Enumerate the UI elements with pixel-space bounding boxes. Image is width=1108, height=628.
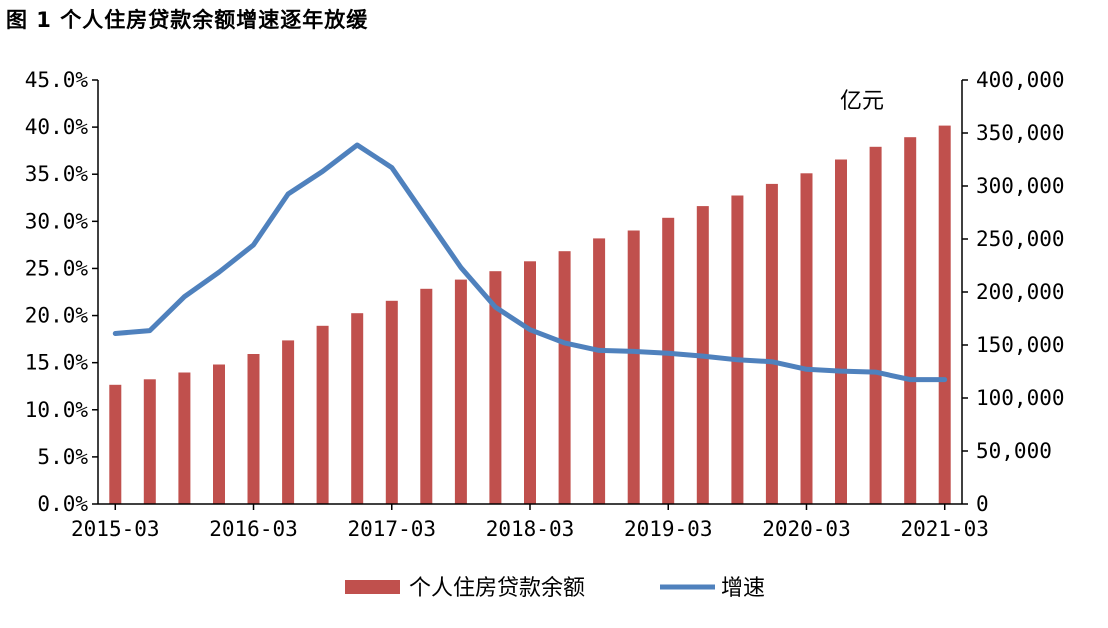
bar xyxy=(662,217,675,505)
bar-series xyxy=(109,125,951,505)
right-axis-unit-label: 亿元 xyxy=(840,89,884,114)
x-tick-label: 2019-03 xyxy=(624,517,713,541)
bar xyxy=(558,251,571,504)
left-tick-label: 20.0% xyxy=(25,304,89,328)
right-tick-label: 300,000 xyxy=(976,174,1065,198)
bar xyxy=(213,364,225,504)
x-axis-ticks: 2015-03 2016-03 2017-03 2018-03 2019-03 2020-… xyxy=(71,504,989,541)
right-tick-label: 350,000 xyxy=(976,121,1065,145)
bar xyxy=(247,354,260,504)
right-tick-label: 0 xyxy=(976,492,989,516)
bar xyxy=(385,300,398,504)
bar xyxy=(178,372,191,504)
bar xyxy=(316,325,329,504)
bar xyxy=(800,173,813,505)
right-tick-label: 50,000 xyxy=(976,439,1052,463)
right-tick-label: 400,000 xyxy=(976,68,1065,92)
left-tick-label: 0.0% xyxy=(37,492,88,516)
bar xyxy=(143,379,156,504)
bar xyxy=(835,159,847,504)
chart-title: 图 1 个人住房贷款余额增速逐年放缓 xyxy=(6,8,369,32)
x-tick-label: 2017-03 xyxy=(348,517,437,541)
x-tick-label: 2020-03 xyxy=(762,517,851,541)
left-tick-label: 25.0% xyxy=(25,256,89,280)
right-tick-label: 100,000 xyxy=(976,386,1065,410)
x-tick-label: 2016-03 xyxy=(209,517,298,541)
bar xyxy=(765,183,778,504)
right-tick-label: 150,000 xyxy=(976,333,1065,357)
x-tick-label: 2015-03 xyxy=(71,517,160,541)
left-axis-ticks: 0.0% 5.0% 10.0% 15.0% 20.0% 25.0% 30.0% 35.0% 40… xyxy=(25,68,98,516)
bar xyxy=(454,279,467,504)
left-tick-label: 30.0% xyxy=(25,209,89,233)
left-tick-label: 10.0% xyxy=(25,398,89,422)
legend-label-balance: 个人住房贷款余额 xyxy=(409,576,585,601)
left-tick-label: 5.0% xyxy=(37,445,88,469)
left-tick-label: 45.0% xyxy=(25,68,89,92)
bar xyxy=(938,125,951,504)
bar xyxy=(731,195,744,504)
right-tick-label: 250,000 xyxy=(976,227,1065,251)
legend-label-growth: 增速 xyxy=(721,576,765,601)
bar xyxy=(524,261,536,504)
bar xyxy=(593,238,606,504)
right-axis-ticks: 0 50,000 100,000 150,000 200,000 250,000 300,0… xyxy=(962,68,1065,516)
left-tick-label: 15.0% xyxy=(25,351,89,375)
left-tick-label: 40.0% xyxy=(25,115,89,139)
bar xyxy=(351,313,364,504)
legend: 个人住房贷款余额 增速 xyxy=(345,576,765,601)
growth-line xyxy=(112,142,948,383)
bar xyxy=(489,271,502,504)
bar xyxy=(420,288,433,504)
bar xyxy=(282,340,295,504)
x-tick-label: 2018-03 xyxy=(486,517,575,541)
bar xyxy=(904,137,917,504)
right-tick-label: 200,000 xyxy=(976,280,1065,304)
bar xyxy=(869,146,882,505)
bar xyxy=(109,384,122,505)
x-tick-label: 2021-03 xyxy=(900,517,989,541)
line-series xyxy=(112,142,948,383)
left-tick-label: 35.0% xyxy=(25,162,89,186)
bar xyxy=(627,230,640,504)
legend-bar-swatch xyxy=(345,580,400,594)
